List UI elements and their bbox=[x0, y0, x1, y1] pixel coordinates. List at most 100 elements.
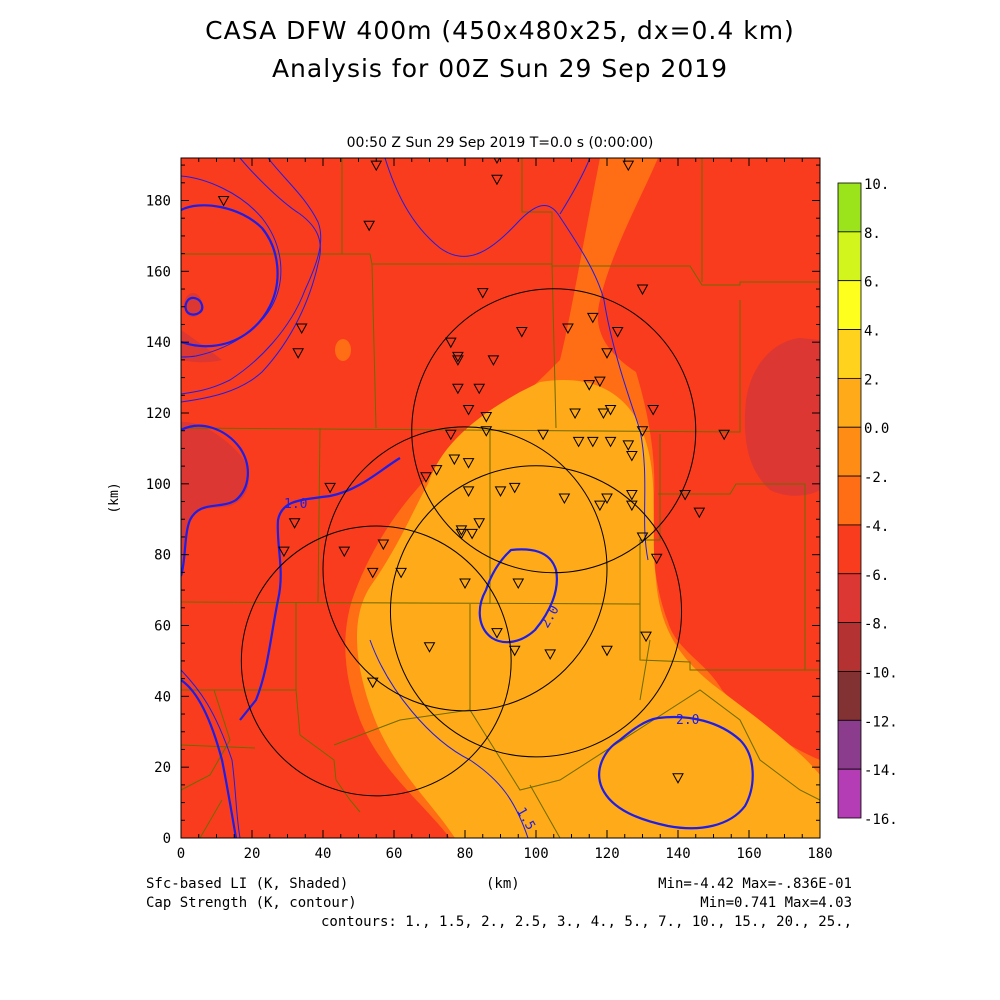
station-marker bbox=[601, 348, 613, 359]
station-marker bbox=[363, 220, 375, 232]
x-tick-label: 0 bbox=[177, 846, 185, 862]
cap-strength-contours-thick bbox=[181, 204, 754, 838]
station-marker bbox=[626, 500, 638, 512]
station-marker bbox=[640, 631, 652, 643]
cap-strength-contours-thin bbox=[181, 158, 649, 838]
station-marker bbox=[476, 288, 489, 299]
station-marker bbox=[626, 451, 638, 462]
station-marker bbox=[366, 567, 379, 579]
colorbar-segment bbox=[837, 671, 862, 721]
station-marker bbox=[544, 649, 557, 660]
station-marker bbox=[444, 337, 457, 349]
station-marker bbox=[693, 507, 706, 519]
colorbar-label: -4. bbox=[864, 519, 889, 535]
station-marker bbox=[420, 472, 432, 483]
y-tick-label: 40 bbox=[154, 689, 171, 705]
colorbar-label: -14. bbox=[864, 763, 898, 779]
radar-ring-2 bbox=[322, 426, 608, 712]
colorbar-segment bbox=[837, 182, 862, 233]
station-marker bbox=[537, 429, 549, 441]
station-marker bbox=[601, 645, 613, 657]
station-marker bbox=[487, 355, 500, 366]
station-marker bbox=[455, 528, 468, 540]
y-tick-label: 140 bbox=[146, 335, 171, 351]
y-tick-label: 160 bbox=[146, 264, 171, 280]
colorbar-label: 2. bbox=[864, 372, 881, 388]
station-marker bbox=[583, 380, 596, 391]
contour-field-label: Cap Strength (K, contour) bbox=[146, 895, 357, 911]
station-marker bbox=[366, 677, 379, 689]
station-marker bbox=[338, 546, 351, 558]
li-field-minus6-blob-west bbox=[181, 421, 249, 575]
y-tick-label: 20 bbox=[154, 760, 171, 776]
x-tick-label: 140 bbox=[665, 846, 690, 862]
county-boundaries bbox=[181, 158, 820, 838]
station-marker bbox=[491, 628, 503, 639]
station-marker bbox=[558, 493, 571, 505]
x-axis: 0 20 40 60 80 100 120 140 160 180 bbox=[177, 158, 833, 862]
station-marker bbox=[569, 408, 581, 420]
station-marker bbox=[452, 351, 464, 363]
colorbar-segment bbox=[837, 280, 862, 330]
station-marker bbox=[672, 773, 684, 784]
shaded-field-label: Sfc-based LI (K, Shaded) bbox=[146, 876, 349, 892]
station-marker bbox=[462, 404, 475, 416]
station-marker bbox=[466, 528, 478, 540]
station-marker bbox=[679, 489, 691, 501]
li-field-minus6-blob-east bbox=[744, 338, 820, 496]
colorbar-label: 8. bbox=[864, 226, 881, 242]
station-marker bbox=[288, 518, 301, 529]
colorbar-segment bbox=[837, 231, 862, 282]
figure-subtitle: Analysis for 00Z Sun 29 Sep 2019 bbox=[271, 54, 729, 83]
colorbar-segment bbox=[837, 329, 862, 379]
radar-ring-4 bbox=[411, 288, 697, 574]
colorbar-segment bbox=[837, 622, 862, 672]
colorbar-segment bbox=[837, 524, 862, 575]
station-marker bbox=[462, 486, 475, 497]
station-marker bbox=[462, 458, 475, 469]
station-marker bbox=[480, 426, 493, 437]
contour-minmax: Min=0.741 Max=4.03 bbox=[700, 895, 852, 911]
colorbar-label: 4. bbox=[864, 324, 881, 340]
station-marker bbox=[377, 539, 390, 551]
station-marker bbox=[562, 323, 574, 335]
station-marker bbox=[508, 645, 521, 657]
station-marker bbox=[295, 323, 308, 335]
station-marker bbox=[636, 426, 649, 437]
colorbar-label: -2. bbox=[864, 470, 889, 486]
station-marker bbox=[430, 465, 443, 476]
station-marker bbox=[622, 160, 635, 172]
figure-title: CASA DFW 400m (450x480x25, dx=0.4 km) bbox=[205, 16, 795, 45]
station-marker bbox=[494, 486, 507, 497]
station-marker bbox=[512, 578, 525, 590]
y-tick-label: 0 bbox=[163, 831, 171, 847]
station-marker bbox=[636, 284, 649, 296]
station-marker bbox=[452, 383, 464, 395]
y-axis: 0 20 40 60 80 100 120 140 160 180 bbox=[146, 164, 820, 847]
y-axis-label: (km) bbox=[107, 482, 122, 513]
x-tick-label: 120 bbox=[594, 846, 619, 862]
station-marker bbox=[473, 518, 486, 529]
station-marker bbox=[586, 436, 599, 448]
contour-levels: contours: 1., 1.5, 2., 2.5, 3., 4., 5., … bbox=[320, 914, 852, 930]
station-marker bbox=[292, 348, 304, 359]
radar-ring-3 bbox=[389, 465, 683, 758]
colorbar-segment bbox=[837, 768, 862, 819]
station-marker bbox=[622, 440, 635, 451]
station-marker bbox=[611, 327, 624, 338]
colorbar-label: -12. bbox=[864, 714, 898, 730]
x-tick-label: 40 bbox=[315, 846, 332, 862]
colorbar-label: 0.0 bbox=[864, 421, 889, 437]
x-tick-label: 60 bbox=[386, 846, 403, 862]
station-marker bbox=[604, 436, 617, 448]
station-marker bbox=[594, 500, 606, 512]
x-axis-label: (km) bbox=[486, 876, 520, 892]
station-marker bbox=[217, 196, 230, 207]
colorbar-label: 10. bbox=[864, 177, 889, 193]
x-tick-label: 160 bbox=[736, 846, 761, 862]
station-marker bbox=[423, 642, 436, 653]
colorbar-label: -6. bbox=[864, 568, 889, 584]
station-marker bbox=[455, 525, 468, 536]
y-tick-label: 180 bbox=[146, 194, 171, 210]
